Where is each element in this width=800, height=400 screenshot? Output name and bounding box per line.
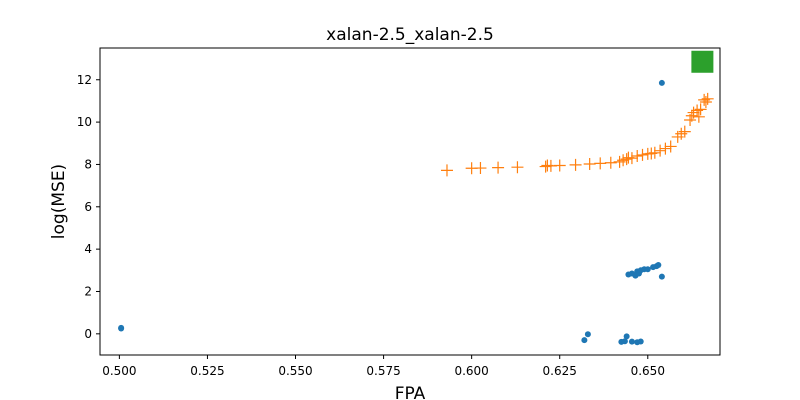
x-tick-label: 0.625 [543,364,577,378]
plus-point [440,164,453,177]
circle-point [628,338,635,345]
plus-point [604,156,617,169]
x-tick-label: 0.550 [278,364,312,378]
plus-point [583,158,596,171]
plus-point [694,103,707,116]
plus-point [594,157,607,170]
plus-point [654,144,667,157]
plus-point [569,158,582,171]
circle-point [118,325,125,332]
plus-point [648,146,661,159]
y-tick-label: 4 [84,242,92,256]
x-tick-label: 0.650 [631,364,665,378]
y-axis-label: log(MSE) [49,164,69,239]
plot-area-frame [99,47,721,356]
circle-point [658,79,665,86]
plus-point [699,95,712,108]
x-tick-label: 0.500 [102,364,136,378]
y-tick-label: 6 [84,200,92,214]
plus-point [636,148,649,161]
plus-point [511,161,524,174]
plus-point [685,109,698,122]
square-point [691,50,714,73]
plus-point [664,140,677,153]
chart-title: xalan-2.5_xalan-2.5 [326,25,494,45]
plus-point [553,159,566,172]
circle-point [637,338,644,345]
y-tick-label: 12 [77,73,92,87]
x-tick-label: 0.600 [454,364,488,378]
plus-point [678,125,691,138]
plus-point [539,160,552,173]
y-tick-label: 10 [77,115,92,129]
plus-point [631,149,644,162]
plus-point [492,161,505,174]
x-tick-label: 0.525 [190,364,224,378]
plus-point [692,110,705,123]
circle-point [623,333,630,340]
circle-point [621,338,628,345]
y-tick-label: 2 [84,284,92,298]
y-tick-label: 0 [84,327,92,341]
circle-point [584,331,591,338]
x-axis-label: FPA [395,384,426,400]
plus-point [659,142,672,155]
data-marks [118,50,714,346]
y-tick-label: 8 [84,157,92,171]
plus-point [620,153,633,166]
plus-point [474,162,487,175]
plus-point [625,152,638,165]
circle-point [644,266,651,273]
circle-point [581,337,588,344]
axes: 0.500 0.525 0.550 0.575 0.600 0.625 0.650 0 2 4 6 8… [77,73,665,378]
circle-point [655,262,662,269]
circle-point [658,273,665,280]
plus-point [701,92,714,105]
x-tick-label: 0.575 [366,364,400,378]
